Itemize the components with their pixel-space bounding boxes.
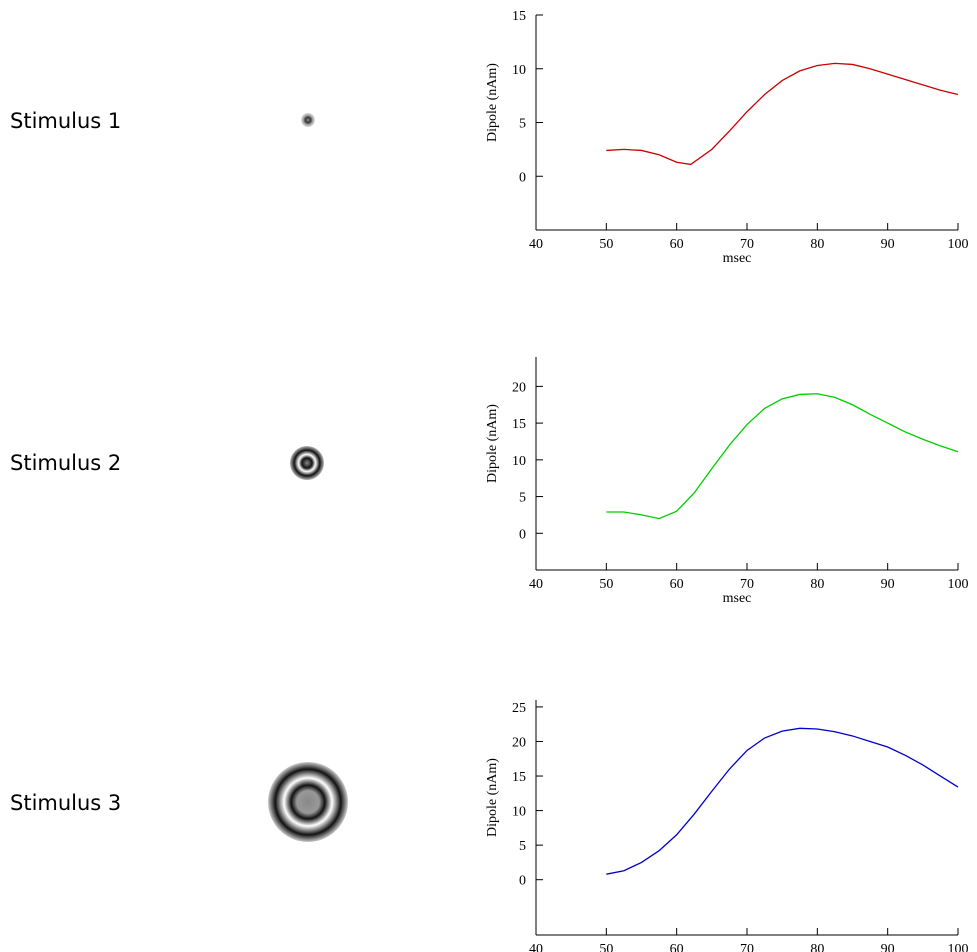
x-tick-label: 70 <box>740 237 754 252</box>
y-tick-label: 15 <box>512 417 526 432</box>
data-line <box>606 62 959 166</box>
x-tick-label: 90 <box>881 577 895 592</box>
y-tick-label: 25 <box>512 701 526 716</box>
x-tick-label: 80 <box>810 237 824 252</box>
x-tick-label: 80 <box>810 942 824 952</box>
x-tick-label: 100 <box>948 237 969 252</box>
x-tick-label: 80 <box>810 577 824 592</box>
x-tick-label: 60 <box>670 577 684 592</box>
x-tick-label: 90 <box>881 942 895 952</box>
y-tick-label: 5 <box>519 491 526 506</box>
y-axis-label: Dipole (nAm) <box>485 758 500 837</box>
stimulus-image <box>301 113 315 127</box>
y-tick-label: 10 <box>512 63 526 78</box>
stimulus-label: Stimulus 3 <box>10 791 121 815</box>
x-tick-label: 60 <box>670 237 684 252</box>
y-tick-label: 15 <box>512 770 526 785</box>
x-tick-label: 50 <box>599 237 613 252</box>
x-tick-label: 50 <box>599 577 613 592</box>
x-tick-label: 40 <box>529 942 543 952</box>
stimulus-image <box>290 446 324 480</box>
y-tick-label: 10 <box>512 454 526 469</box>
y-tick-label: 10 <box>512 805 526 820</box>
y-tick-label: 5 <box>519 117 526 132</box>
x-tick-label: 40 <box>529 237 543 252</box>
x-tick-label: 70 <box>740 942 754 952</box>
stimulus-label: Stimulus 1 <box>10 109 121 133</box>
x-tick-label: 50 <box>599 942 613 952</box>
data-line <box>606 727 959 875</box>
x-tick-label: 90 <box>881 237 895 252</box>
x-tick-label: 60 <box>670 942 684 952</box>
x-axis-label: msec <box>723 591 752 606</box>
y-tick-label: 20 <box>512 735 526 750</box>
data-line <box>606 393 959 520</box>
x-tick-label: 70 <box>740 577 754 592</box>
y-tick-label: 0 <box>519 874 526 889</box>
y-axis-label: Dipole (nAm) <box>485 63 500 142</box>
x-axis-label: msec <box>723 251 752 266</box>
x-tick-label: 100 <box>948 942 969 952</box>
x-tick-label: 40 <box>529 577 543 592</box>
y-axis-label: Dipole (nAm) <box>485 404 500 483</box>
chart: 0 5 10 15 20 40 50 60 70 80 90 100 msec Dipole (nAm) <box>485 357 969 606</box>
y-tick-label: 0 <box>519 170 526 185</box>
stimulus-label: Stimulus 2 <box>10 451 121 475</box>
chart: 0 5 10 15 40 50 60 70 80 90 100 msec Dipole (nAm) <box>485 9 969 266</box>
x-tick-label: 100 <box>948 577 969 592</box>
y-tick-label: 5 <box>519 839 526 854</box>
y-tick-label: 0 <box>519 527 526 542</box>
y-tick-label: 15 <box>512 9 526 24</box>
y-tick-label: 20 <box>512 380 526 395</box>
chart: 0510152025405060708090100msecDipole (nAm… <box>485 700 969 952</box>
stimulus-image <box>268 762 348 842</box>
